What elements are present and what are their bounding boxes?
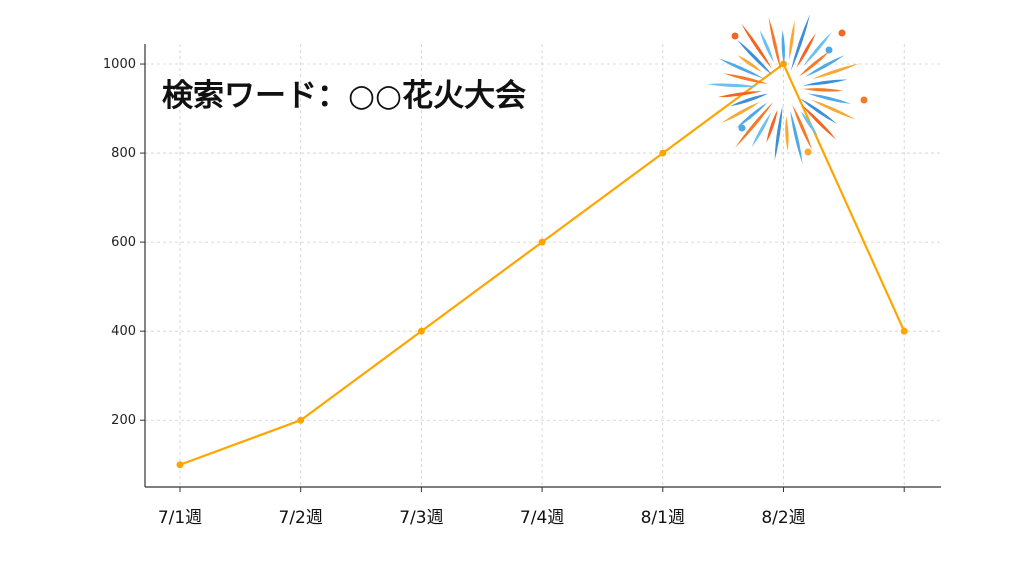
y-tick-label: 1000 — [103, 57, 136, 72]
fireworks-illustration — [707, 14, 868, 164]
x-tick-label: 8/2週 — [761, 508, 805, 528]
x-tick-label: 7/2週 — [279, 508, 323, 528]
firework-ray — [790, 14, 811, 71]
x-tick-label: 8/1週 — [641, 508, 685, 528]
data-point — [659, 149, 667, 157]
firework-ray — [810, 99, 857, 120]
firework-ray — [802, 79, 848, 86]
data-point — [538, 238, 546, 246]
firework-ray — [741, 23, 773, 69]
firework-ray — [802, 32, 832, 67]
y-tick-label: 800 — [111, 146, 136, 161]
x-tick-label: 7/1週 — [158, 508, 202, 528]
firework-ray — [751, 112, 772, 148]
firework-ray — [800, 111, 818, 136]
firework-ray — [768, 16, 781, 71]
data-point — [900, 327, 908, 335]
firework-ray — [774, 105, 783, 161]
firework-ray — [790, 110, 803, 164]
firework-ray — [798, 51, 830, 77]
firework-ray — [737, 39, 773, 76]
axes — [144, 44, 941, 488]
x-tick-label: 7/3週 — [399, 508, 443, 528]
firework-sparkle — [838, 29, 846, 37]
x-tick-label: 7/4週 — [520, 508, 564, 528]
firework-ray — [801, 104, 837, 140]
firework-ray — [805, 55, 845, 77]
y-tick-label: 400 — [111, 324, 136, 339]
firework-ray — [759, 30, 774, 63]
firework-ray — [766, 109, 778, 143]
x-axis-ticks: 7/1週 7/2週 7/3週 7/4週 8/1週 8/2週 — [158, 487, 905, 528]
y-tick-label: 600 — [111, 235, 136, 250]
firework-ray — [718, 58, 764, 79]
firework-ray — [736, 102, 768, 129]
firework-ray — [792, 104, 813, 151]
firework-sparkle — [860, 96, 868, 104]
grid-lines — [145, 44, 941, 487]
chart-title: 検索ワード：○○花火大会 — [162, 78, 526, 114]
series-visits — [176, 60, 908, 469]
data-point — [176, 461, 184, 469]
firework-ray — [796, 33, 816, 68]
firework-ray — [729, 93, 768, 107]
firework-ray — [788, 20, 795, 61]
firework-ray — [737, 55, 762, 73]
data-point — [297, 416, 305, 424]
firework-ray — [721, 101, 761, 124]
y-tick-label: 200 — [111, 413, 136, 428]
firework-sparkle — [804, 148, 812, 156]
firework-sparkle — [731, 32, 739, 40]
firework-ray — [799, 98, 837, 124]
firework-ray — [802, 88, 843, 92]
firework-ray — [807, 93, 852, 104]
firework-ray — [781, 30, 785, 66]
firework-ray — [717, 91, 763, 98]
firework-sparkle — [825, 46, 833, 54]
firework-ray — [811, 63, 860, 80]
data-point — [417, 327, 425, 335]
firework-ray — [734, 101, 774, 148]
y-axis-ticks: 200 400 600 800 1000 — [103, 57, 145, 428]
firework-ray — [723, 73, 768, 84]
firework-ray — [785, 115, 789, 151]
firework-ray — [707, 83, 758, 88]
firework-sparkle — [738, 124, 746, 132]
data-point — [780, 60, 787, 68]
